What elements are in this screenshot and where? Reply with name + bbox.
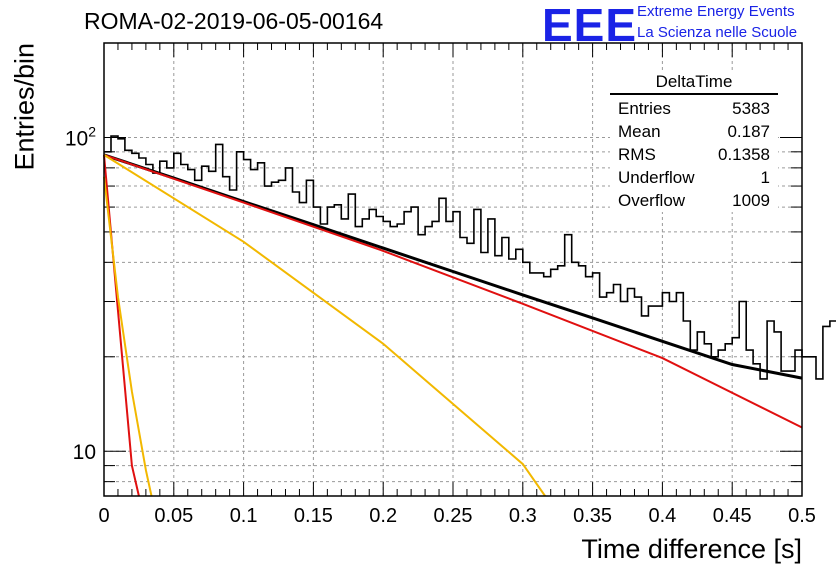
x-tick-label: 0.15: [294, 505, 333, 527]
stats-value: 0.187: [727, 122, 770, 141]
x-tick-label: 0: [98, 505, 109, 527]
x-tick-label: 0.05: [154, 505, 193, 527]
plot-frame: [103, 42, 803, 497]
x-tick-label: 0.35: [573, 505, 612, 527]
stats-row: Underflow 1: [610, 166, 778, 189]
stats-value: 0.1358: [718, 145, 770, 164]
logo-line-1: Extreme Energy Events: [637, 3, 795, 20]
x-tick-label: 0.45: [713, 505, 752, 527]
stats-label: Overflow: [618, 191, 686, 210]
y-tick-label: 102: [65, 123, 96, 150]
fit-curve: [103, 154, 546, 497]
x-tick-label: 0.4: [648, 505, 676, 527]
y-tick-label: 10: [73, 441, 96, 464]
plot-title: ROMA-02-2019-06-05-00164: [84, 8, 384, 34]
fit-curve: [103, 176, 153, 497]
stats-row: RMS 0.1358: [610, 143, 778, 166]
stats-row: Mean 0.187: [610, 120, 778, 143]
fit-curve: [103, 153, 803, 429]
x-tick-label: 0.5: [788, 505, 816, 527]
y-axis-label: Entries/bin: [9, 42, 40, 171]
stats-box: DeltaTime Entries 5383 Mean 0.187 RMS 0.135…: [610, 72, 778, 212]
stats-value: 5383: [732, 99, 770, 118]
logo-line-2: La Scienza nelle Scuole: [637, 24, 798, 41]
stats-row: Overflow 1009: [610, 189, 778, 212]
x-tick-label: 0.1: [230, 505, 258, 527]
x-tick-label: 0.3: [509, 505, 537, 527]
stats-row: Entries 5383: [610, 97, 778, 120]
stats-value: 1: [760, 168, 770, 187]
x-tick-label: 0.25: [434, 505, 473, 527]
stats-label: Underflow: [618, 168, 695, 187]
histogram-steps: [104, 135, 836, 380]
stats-title: DeltaTime: [610, 72, 778, 95]
x-tick-label: 0.2: [369, 505, 397, 527]
stats-label: Entries: [618, 99, 671, 118]
stats-label: Mean: [618, 122, 661, 141]
stats-value: 1009: [732, 191, 770, 210]
stats-label: RMS: [618, 145, 656, 164]
x-axis-label: Time difference [s]: [581, 534, 802, 564]
